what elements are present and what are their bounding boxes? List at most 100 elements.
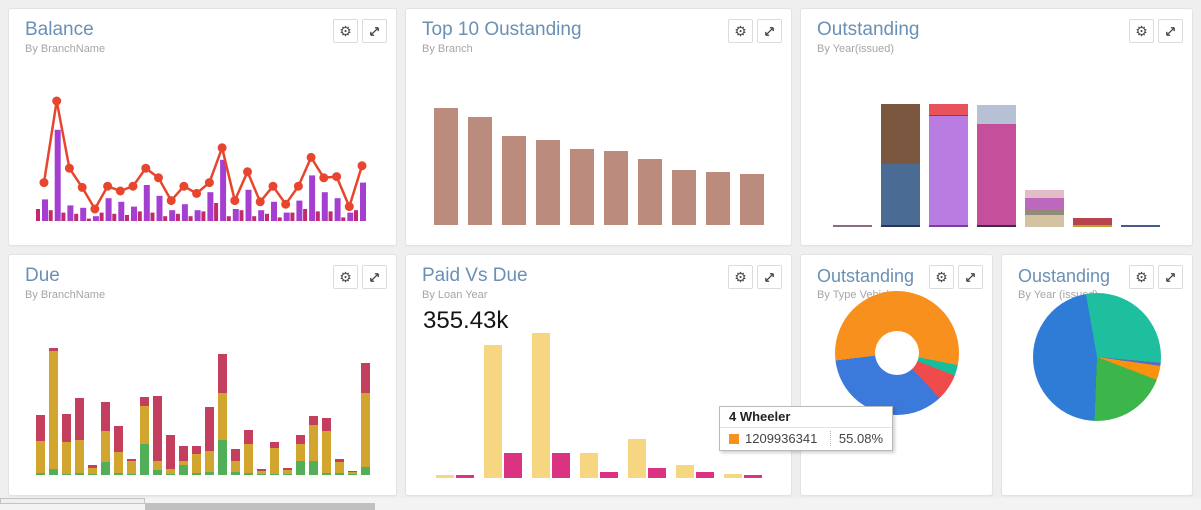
settings-button[interactable]: ⚙ <box>728 19 753 43</box>
stacked-bar[interactable] <box>929 104 968 227</box>
bar[interactable] <box>569 148 594 225</box>
expand-button[interactable] <box>362 265 387 289</box>
stacked-bar[interactable] <box>321 418 331 475</box>
bar-group[interactable] <box>483 344 522 478</box>
stacked-bar[interactable] <box>347 470 357 475</box>
stacked-bar[interactable] <box>256 468 266 475</box>
stacked-bar[interactable] <box>48 347 58 475</box>
gear-icon: ⚙ <box>339 269 352 285</box>
stacked-bar[interactable] <box>191 445 201 475</box>
bar[interactable] <box>739 173 764 225</box>
stacked-bar[interactable] <box>87 464 97 475</box>
stacked-bar[interactable] <box>35 415 45 475</box>
scrollbar-thumb[interactable] <box>145 503 375 510</box>
stacked-bar[interactable] <box>100 401 110 475</box>
outstanding-stacked-chart[interactable] <box>821 99 1172 227</box>
page-title: Oustanding <box>1018 266 1111 286</box>
panel-subtitle: By BranchName <box>25 289 106 301</box>
tooltip-value: 1209936341 <box>745 431 818 446</box>
year-pie-chart[interactable] <box>1033 293 1161 421</box>
balance-combo-chart[interactable] <box>24 81 386 223</box>
stacked-bar[interactable] <box>61 414 71 475</box>
page-title: Outstanding <box>817 266 915 286</box>
bar[interactable] <box>637 159 662 225</box>
stacked-bar[interactable] <box>217 354 227 475</box>
stacked-bar[interactable] <box>308 416 318 475</box>
panel-due: Due By BranchName ⚙ <box>8 254 397 496</box>
due-stacked-chart[interactable] <box>31 343 374 475</box>
stacked-bar[interactable] <box>1073 218 1112 227</box>
bar[interactable] <box>705 172 730 225</box>
top10-bar-chart[interactable] <box>426 100 771 225</box>
bar[interactable] <box>501 136 526 225</box>
stacked-bar[interactable] <box>295 435 305 475</box>
expand-arrows-icon <box>1166 272 1175 282</box>
settings-button[interactable]: ⚙ <box>333 265 358 289</box>
paid-vs-due-grouped-chart[interactable] <box>431 328 766 478</box>
stacked-bar[interactable] <box>334 459 344 475</box>
page-title: Paid Vs Due <box>422 265 528 286</box>
page-title: Due <box>25 265 60 286</box>
bar[interactable] <box>467 117 492 225</box>
expand-button[interactable] <box>1158 265 1183 289</box>
stacked-bar[interactable] <box>152 396 162 475</box>
tooltip-percent: 55.08% <box>829 431 883 446</box>
stacked-bar[interactable] <box>126 459 136 475</box>
bar-group[interactable] <box>531 333 570 478</box>
expand-arrows-icon <box>1166 26 1175 36</box>
gear-icon: ⚙ <box>734 23 747 39</box>
gear-icon: ⚙ <box>935 269 948 285</box>
expand-arrows-icon <box>966 272 975 282</box>
bar-group[interactable] <box>579 453 618 478</box>
stacked-bar[interactable] <box>1025 190 1064 227</box>
panel-top10-outstanding: Top 10 Oustanding By Branch ⚙ <box>405 8 792 246</box>
tooltip-title: 4 Wheeler <box>720 407 892 428</box>
settings-button[interactable]: ⚙ <box>1129 19 1154 43</box>
bar[interactable] <box>603 151 628 225</box>
panel-balance: Balance By BranchName ⚙ <box>8 8 397 246</box>
scrollbar-track-segment[interactable] <box>0 498 145 504</box>
bar[interactable] <box>433 108 458 225</box>
expand-button[interactable] <box>757 19 782 43</box>
stacked-bar[interactable] <box>282 467 292 475</box>
stacked-bar[interactable] <box>165 435 175 475</box>
panel-subtitle: By Branch <box>422 43 473 55</box>
stacked-bar[interactable] <box>360 362 370 475</box>
expand-arrows-icon <box>765 272 774 282</box>
expand-button[interactable] <box>757 265 782 289</box>
bar-group[interactable] <box>675 464 714 478</box>
stacked-bar[interactable] <box>269 442 279 475</box>
stacked-bar[interactable] <box>833 224 872 227</box>
stacked-bar[interactable] <box>113 425 123 475</box>
expand-button[interactable] <box>958 265 983 289</box>
stacked-bar[interactable] <box>1121 224 1160 227</box>
page-title: Top 10 Oustanding <box>422 19 582 40</box>
stacked-bar[interactable] <box>243 429 253 475</box>
panel-header: Paid Vs Due By Loan Year ⚙ <box>406 255 791 301</box>
bar-group[interactable] <box>435 475 474 478</box>
gear-icon: ⚙ <box>1135 269 1148 285</box>
settings-button[interactable]: ⚙ <box>1129 265 1154 289</box>
expand-button[interactable] <box>362 19 387 43</box>
horizontal-scrollbar[interactable] <box>0 498 1201 510</box>
gear-icon: ⚙ <box>339 23 352 39</box>
settings-button[interactable]: ⚙ <box>333 19 358 43</box>
vehicle-donut-chart[interactable] <box>834 291 959 415</box>
stacked-bar[interactable] <box>230 448 240 475</box>
stacked-bar[interactable] <box>178 445 188 475</box>
stacked-bar[interactable] <box>139 397 149 475</box>
bar-group[interactable] <box>627 438 666 478</box>
bar[interactable] <box>671 170 696 225</box>
stacked-bar[interactable] <box>881 104 920 227</box>
panel-header: Balance By BranchName ⚙ <box>9 9 396 55</box>
bar-group[interactable] <box>723 473 762 478</box>
combo-chart-svg <box>36 96 367 221</box>
settings-button[interactable]: ⚙ <box>728 265 753 289</box>
gear-icon: ⚙ <box>1135 23 1148 39</box>
stacked-bar[interactable] <box>74 398 84 475</box>
stacked-bar[interactable] <box>204 406 214 475</box>
stacked-bar[interactable] <box>977 105 1016 227</box>
settings-button[interactable]: ⚙ <box>929 265 954 289</box>
expand-button[interactable] <box>1158 19 1183 43</box>
bar[interactable] <box>535 139 560 225</box>
